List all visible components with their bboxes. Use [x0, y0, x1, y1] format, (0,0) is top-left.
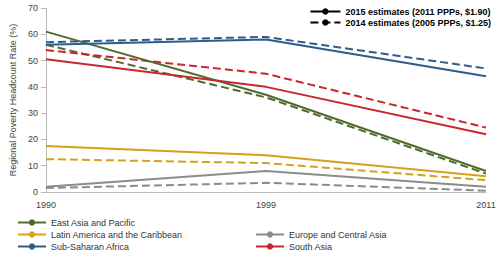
svg-text:60: 60 — [28, 29, 38, 39]
svg-text:2011: 2011 — [476, 200, 495, 210]
svg-text:50: 50 — [28, 56, 38, 66]
svg-text:South Asia: South Asia — [289, 242, 332, 252]
svg-text:2015 estimates (2011 PPPs, $1.: 2015 estimates (2011 PPPs, $1.90) — [345, 7, 490, 17]
svg-text:0: 0 — [33, 187, 38, 197]
svg-text:20: 20 — [28, 134, 38, 144]
svg-text:40: 40 — [28, 82, 38, 92]
svg-text:70: 70 — [28, 3, 38, 13]
svg-text:Regional Poverty Headcount Rat: Regional Poverty Headcount Rate (%) — [8, 24, 18, 177]
svg-text:Sub-Saharan Africa: Sub-Saharan Africa — [51, 242, 129, 252]
svg-text:10: 10 — [28, 161, 38, 171]
svg-text:2014 estimates (2005 PPPs, $1.: 2014 estimates (2005 PPPs, $1.25) — [345, 18, 491, 28]
svg-text:1999: 1999 — [256, 200, 276, 210]
svg-text:1990: 1990 — [36, 200, 56, 210]
svg-text:30: 30 — [28, 108, 38, 118]
svg-text:East Asia and Pacific: East Asia and Pacific — [51, 218, 136, 228]
svg-text:Latin America and the Caribbea: Latin America and the Caribbean — [51, 230, 182, 240]
svg-text:Europe and Central Asia: Europe and Central Asia — [289, 230, 387, 240]
